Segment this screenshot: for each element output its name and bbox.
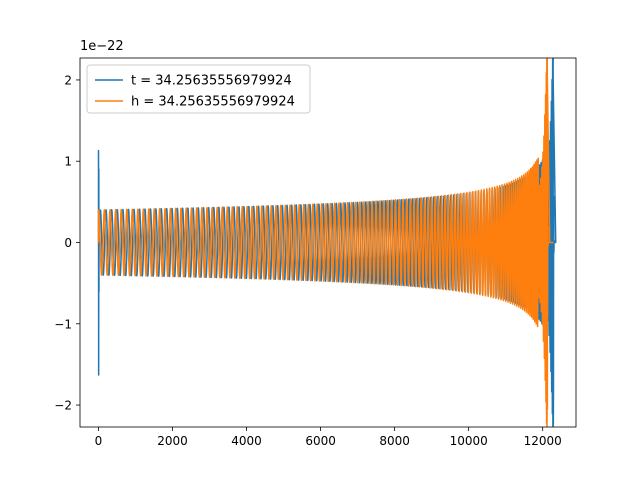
legend-label: h = 34.25635556979924 [131,95,295,110]
x-tick-label: 12000 [524,434,562,448]
x-axis: 0 2000 4000 6000 8000 10000 12000 [95,427,562,448]
y-tick-label: 0 [64,236,72,250]
series-line-h [97,58,554,427]
y-axis-offset-label: 1e−22 [80,39,124,54]
y-tick-label: −1 [54,317,72,331]
x-tick-label: 10000 [450,434,488,448]
legend-box [86,64,311,114]
y-tick-label: 1 [64,155,72,169]
x-tick-label: 8000 [379,434,410,448]
x-tick-label: 2000 [157,434,188,448]
x-tick-label: 6000 [305,434,336,448]
y-tick-label: 2 [64,73,72,87]
y-axis: −2 −1 0 1 2 [54,73,80,413]
x-tick-label: 0 [95,434,103,448]
legend-label: t = 34.25635556979924 [131,74,292,89]
y-tick-label: −2 [54,399,72,413]
x-tick-label: 4000 [231,434,262,448]
legend: t = 34.25635556979924 h = 34.256355569799… [86,64,311,114]
plot-area [97,58,557,427]
